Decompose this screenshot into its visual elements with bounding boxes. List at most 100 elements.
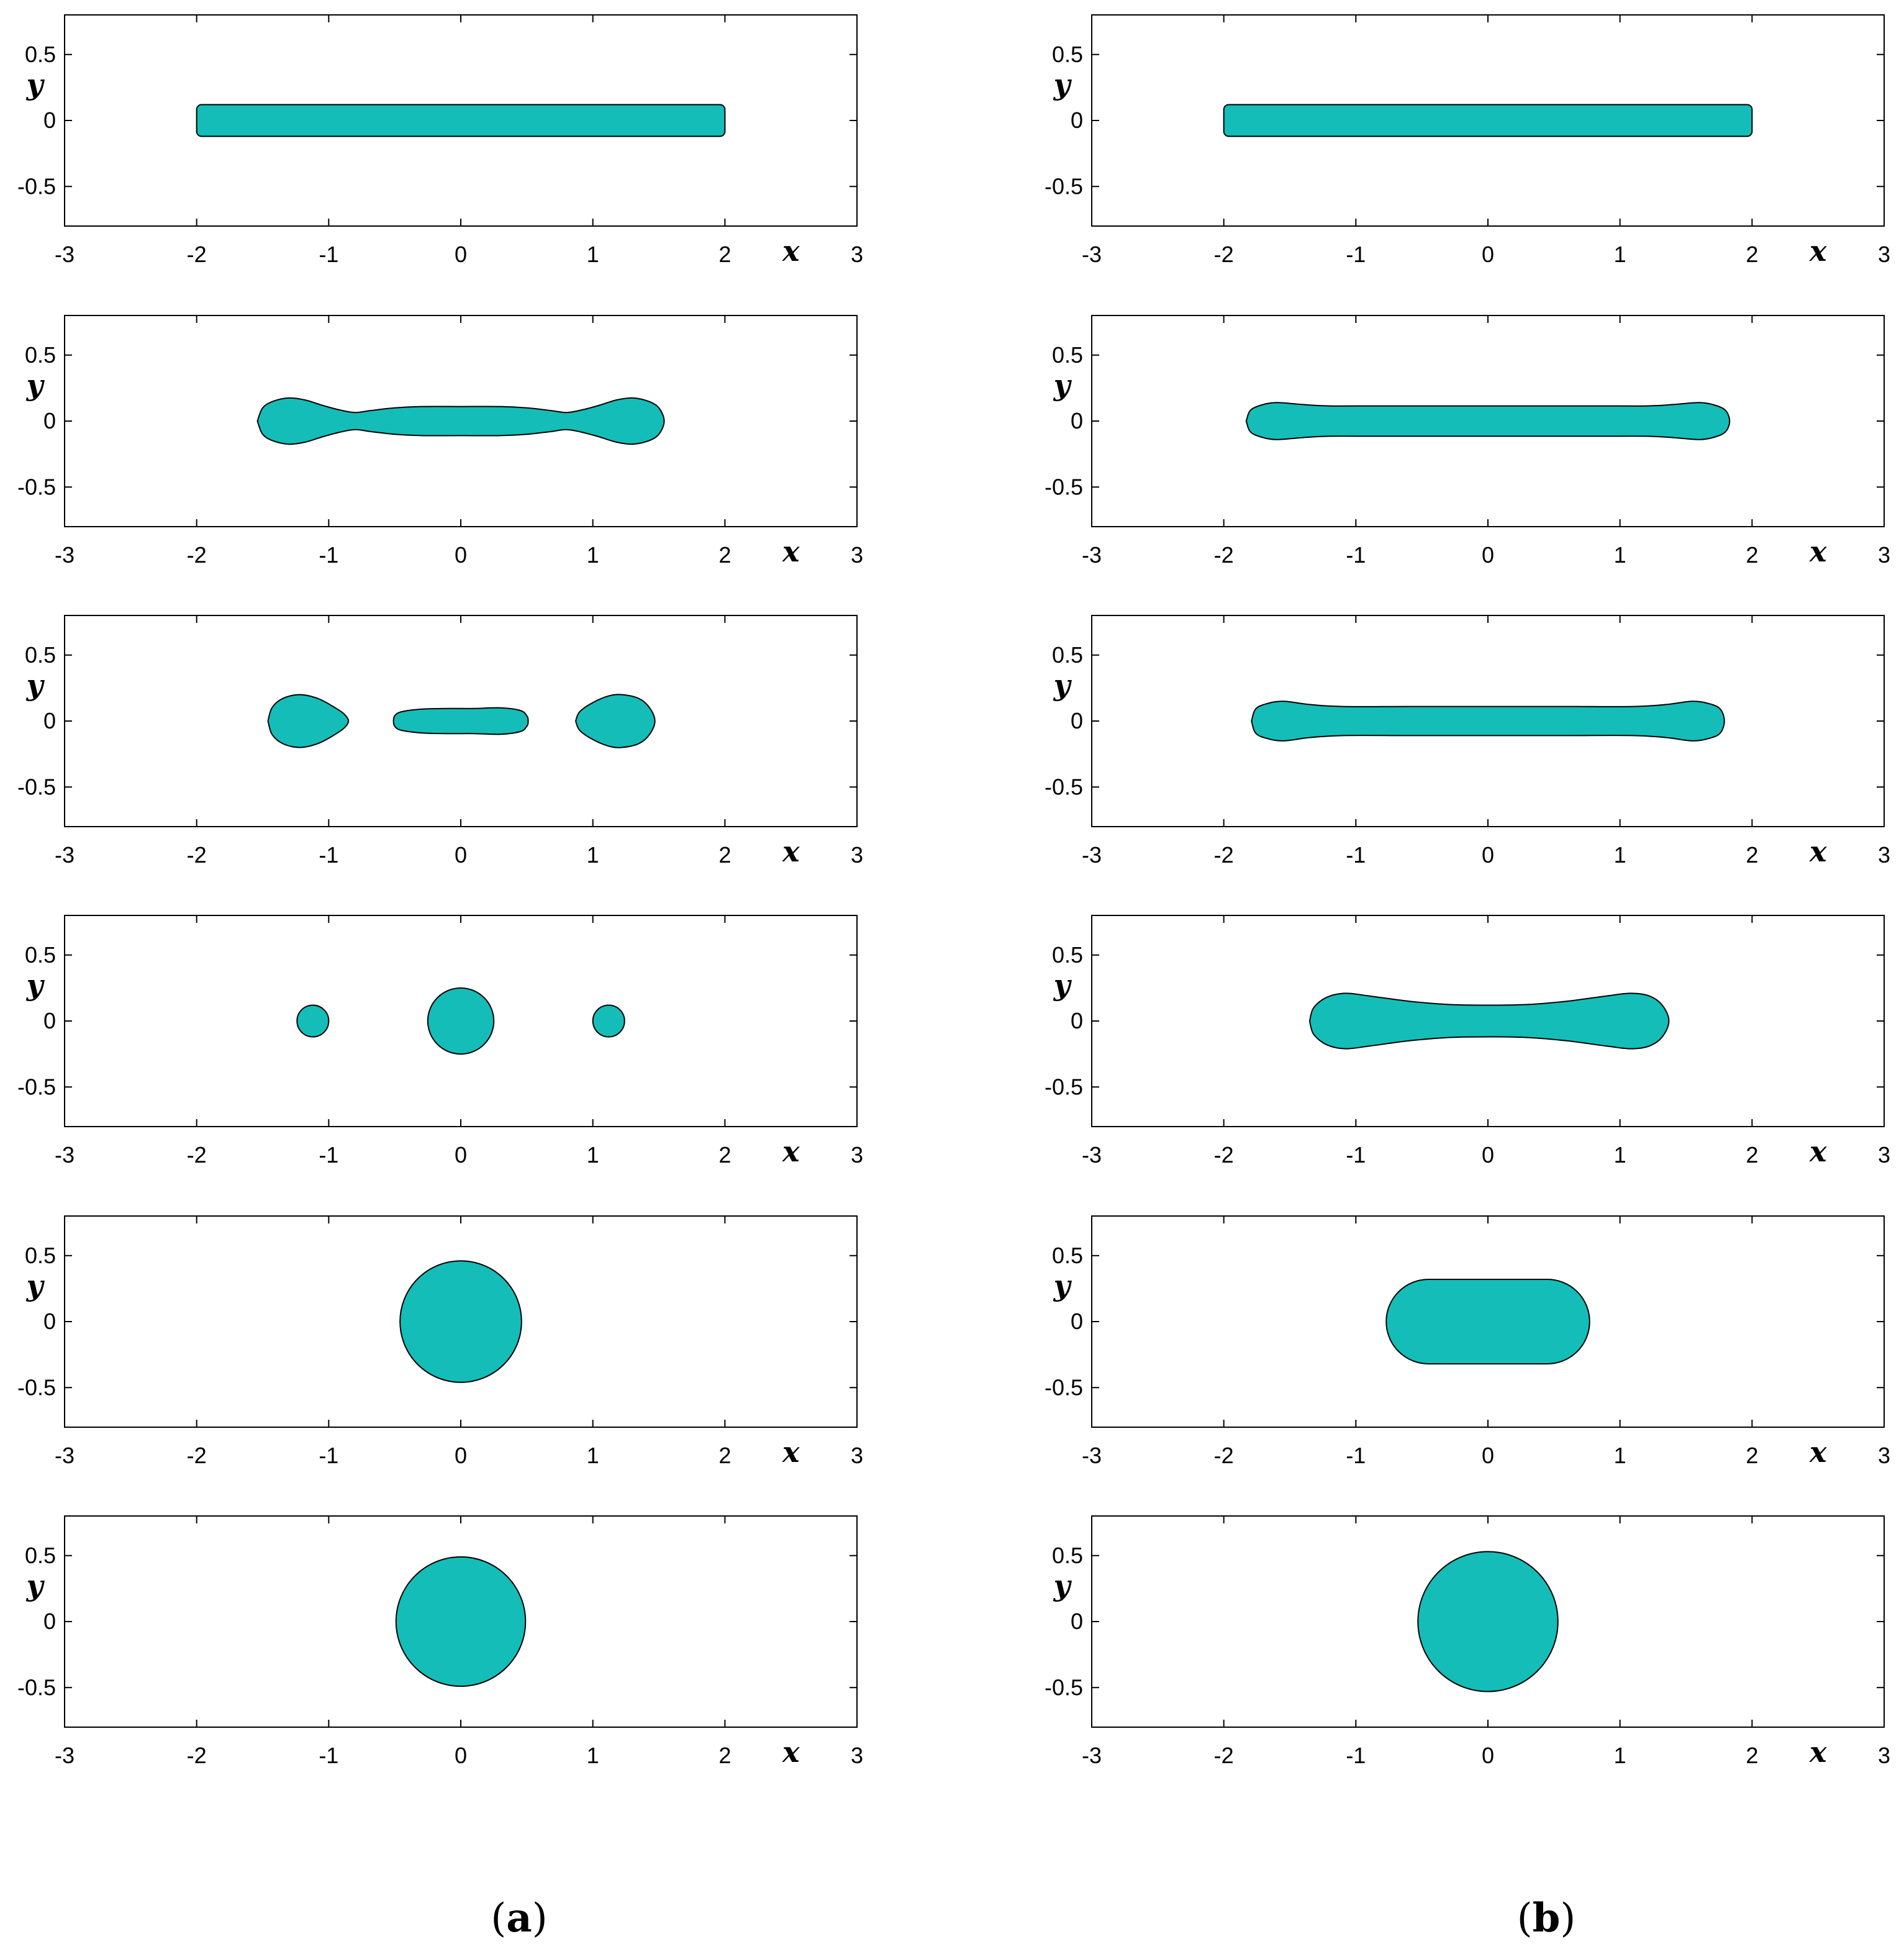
panel-b-3: -3 -2 -1 0 1 2 3 0.5 0 -0.5 x y [1045, 615, 1890, 868]
y-axis-label: y [1053, 368, 1072, 402]
y-tick-label: -0.5 [1045, 474, 1083, 499]
y-tick-label: -0.5 [1045, 774, 1083, 799]
y-tick-label: -0.5 [17, 173, 56, 199]
x-tick-label: 0 [1482, 842, 1494, 868]
y-tick-label: -0.5 [17, 774, 56, 799]
panel-a-1: -3 -2 -1 0 1 2 3 0.5 0 -0.5 x y [17, 14, 863, 268]
x-tick-label: -3 [55, 1142, 75, 1168]
x-tick-label: 2 [1746, 842, 1758, 868]
x-tick-label: -2 [1214, 1142, 1234, 1168]
x-tick-label: 1 [587, 242, 599, 267]
x-tick-label: 2 [719, 1443, 731, 1468]
x-axis-label: x [1809, 1435, 1827, 1469]
panel-a-4: -3 -2 -1 0 1 2 3 0.5 0 -0.5 x y [17, 915, 863, 1168]
y-tick-label: 0.5 [1052, 642, 1083, 668]
y-axis-label: y [1053, 968, 1072, 1002]
x-tick-label: 1 [1614, 842, 1626, 868]
x-tick-label: -2 [187, 1142, 207, 1168]
x-tick-label: 0 [455, 842, 467, 868]
y-tick-label: 0 [1071, 1309, 1083, 1334]
y-axis-label: y [26, 1569, 45, 1602]
y-axis-label: y [1053, 1269, 1072, 1302]
y-tick-label: 0 [43, 1008, 56, 1033]
y-tick-label: 0 [1071, 1008, 1083, 1033]
panel-b-2: -3 -2 -1 0 1 2 3 0.5 0 -0.5 x y [1045, 315, 1890, 568]
x-tick-label: -3 [55, 842, 75, 868]
y-tick-label: 0 [1071, 1609, 1083, 1634]
x-tick-label: 2 [719, 542, 731, 568]
x-axis-label: x [1809, 535, 1827, 568]
x-tick-label: -2 [187, 842, 207, 868]
y-tick-label: -0.5 [17, 1074, 56, 1099]
x-tick-label: -3 [1082, 242, 1102, 267]
x-tick-label: 3 [851, 1142, 863, 1168]
shape-b-6-1 [1417, 1551, 1559, 1692]
shape-a-3-3 [574, 694, 656, 748]
x-tick-label: 0 [455, 1142, 467, 1168]
y-tick-label: 0.5 [25, 942, 56, 968]
panel-b-1: -3 -2 -1 0 1 2 3 0.5 0 -0.5 x y [1045, 14, 1890, 268]
shape-a-3-1 [267, 694, 350, 748]
x-tick-label: 2 [719, 1142, 731, 1168]
x-tick-label: -1 [319, 842, 338, 868]
y-tick-label: -0.5 [1045, 1074, 1083, 1099]
panels: -3 -2 -1 0 1 2 3 0.5 0 -0.5 x y -3 -2 -1 0 1 2 3 0.5 0 -0.5 x y… [17, 14, 1890, 1769]
x-tick-label: 1 [1614, 242, 1626, 267]
x-tick-label: -3 [55, 542, 75, 568]
y-tick-label: 0.5 [1052, 1543, 1083, 1568]
x-tick-label: 2 [719, 1743, 731, 1768]
x-tick-label: 3 [1878, 1443, 1890, 1468]
x-tick-label: 3 [1878, 542, 1890, 568]
panel-b-4: -3 -2 -1 0 1 2 3 0.5 0 -0.5 x y [1045, 915, 1890, 1168]
x-axis-label: x [1809, 234, 1827, 268]
x-tick-label: -1 [1346, 242, 1366, 267]
x-axis-label: x [1809, 1135, 1827, 1168]
y-tick-label: 0 [43, 408, 56, 433]
shape-a-2-1 [256, 397, 665, 445]
x-tick-label: 1 [587, 1743, 599, 1768]
y-tick-label: -0.5 [1045, 1374, 1083, 1400]
y-tick-label: 0 [43, 708, 56, 733]
x-tick-label: -1 [1346, 842, 1366, 868]
x-tick-label: 3 [851, 542, 863, 568]
panel-a-2: -3 -2 -1 0 1 2 3 0.5 0 -0.5 x y [17, 315, 863, 568]
y-tick-label: -0.5 [17, 1674, 56, 1700]
x-tick-label: -2 [1214, 1743, 1234, 1768]
x-tick-label: 0 [1482, 1443, 1494, 1468]
x-tick-label: -2 [1214, 542, 1234, 568]
x-axis-label: x [782, 1735, 800, 1769]
y-tick-label: 0.5 [25, 1243, 56, 1268]
x-tick-label: -1 [319, 542, 338, 568]
y-tick-label: 0 [1071, 107, 1083, 133]
x-tick-label: 1 [1614, 542, 1626, 568]
y-axis-label: y [26, 368, 45, 402]
x-tick-label: 2 [1746, 242, 1758, 267]
shape-b-3-1 [1251, 701, 1725, 742]
y-tick-label: 0.5 [25, 42, 56, 67]
y-tick-label: -0.5 [1045, 173, 1083, 199]
x-tick-label: 3 [1878, 842, 1890, 868]
x-axis-label: x [782, 1135, 800, 1168]
x-tick-label: 1 [587, 1142, 599, 1168]
y-axis-label: y [26, 1269, 45, 1302]
y-tick-label: 0 [1071, 408, 1083, 433]
x-tick-label: -1 [319, 1142, 338, 1168]
x-axis-label: x [782, 535, 800, 568]
y-tick-label: 0.5 [25, 1543, 56, 1568]
x-tick-label: 0 [1482, 542, 1494, 568]
x-tick-label: 2 [719, 242, 731, 267]
shape-b-2-1 [1245, 402, 1731, 440]
x-tick-label: 1 [587, 842, 599, 868]
y-tick-label: -0.5 [17, 474, 56, 499]
x-tick-label: 2 [1746, 542, 1758, 568]
x-tick-label: 3 [1878, 1142, 1890, 1168]
panel-a-6: -3 -2 -1 0 1 2 3 0.5 0 -0.5 x y [17, 1515, 863, 1769]
y-tick-label: 0 [43, 1309, 56, 1334]
x-tick-label: -2 [187, 1743, 207, 1768]
panel-b-5: -3 -2 -1 0 1 2 3 0.5 0 -0.5 x y [1045, 1215, 1890, 1469]
y-tick-label: 0 [1071, 708, 1083, 733]
x-tick-label: -2 [1214, 1443, 1234, 1468]
y-axis-label: y [1053, 1569, 1072, 1602]
x-tick-label: 0 [455, 542, 467, 568]
